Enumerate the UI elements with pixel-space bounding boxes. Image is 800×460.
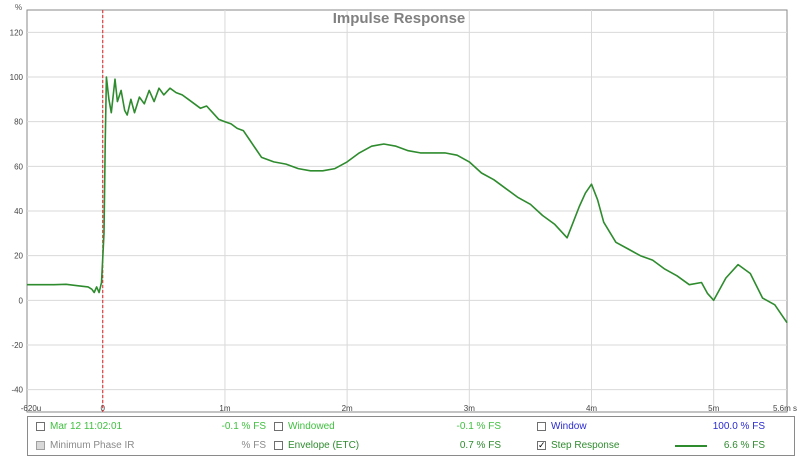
legend-checkbox[interactable] [537,422,546,431]
legend-line-sample [675,445,707,447]
y-tick-label: 120 [10,28,24,37]
legend-value: -0.1 % FS [221,421,266,432]
y-tick-label: 40 [14,207,23,216]
legend-item-mar-12[interactable]: Mar 12 11:02:01 -0.1 % FS [36,419,266,435]
legend-label: Minimum Phase IR [50,440,135,451]
legend-item-window[interactable]: Window 100.0 % FS [537,419,789,435]
legend-checkbox[interactable] [36,422,45,431]
legend-panel: Mar 12 11:02:01 -0.1 % FS Windowed -0.1 … [27,416,795,456]
chart-title: Impulse Response [333,10,466,27]
legend-value: 6.6 % FS [723,440,765,451]
legend-checkbox[interactable] [274,422,283,431]
legend-item-step-response[interactable]: ✓ Step Response 6.6 % FS [537,438,789,454]
x-tick-label: 5.6m s [773,404,797,413]
y-tick-label: 100 [10,73,24,82]
y-tick-label: -20 [11,341,23,350]
legend-item-minimum-phase-ir[interactable]: Minimum Phase IR % FS [36,438,266,454]
legend-checkbox[interactable]: ✓ [537,440,546,450]
x-tick-label: -620u [21,404,41,413]
legend-label: Mar 12 11:02:01 [50,421,123,432]
x-tick-label: 2m [342,404,353,413]
x-tick-label: 3m [464,404,475,413]
y-tick-label: 80 [14,118,23,127]
legend-label: Window [551,421,587,432]
legend-checkbox[interactable] [36,441,45,450]
legend-value: 0.7 % FS [459,440,501,451]
legend-value: % FS [241,440,266,451]
legend-label: Windowed [288,421,335,432]
y-tick-label: 0 [19,296,24,305]
legend-checkbox[interactable] [274,441,283,450]
legend-label: Step Response [551,440,620,451]
x-tick-label: 0 [101,404,106,413]
impulse-response-chart[interactable]: 120 100 80 60 40 20 0 -20 -40 -620u 0 1m 2m 3m 4m 5m 5.… [0,0,800,416]
y-tick-label: -40 [11,386,23,395]
y-unit-label: % [15,3,22,12]
y-tick-label: 20 [14,252,23,261]
x-tick-label: 5m [708,404,719,413]
legend-item-envelope-etc[interactable]: Envelope (ETC) 0.7 % FS [274,438,524,454]
x-tick-label: 4m [586,404,597,413]
legend-label: Envelope (ETC) [288,440,360,451]
x-tick-label: 1m [219,404,230,413]
series-step-response-line [27,76,788,324]
legend-item-windowed[interactable]: Windowed -0.1 % FS [274,419,524,435]
y-tick-label: 60 [14,162,23,171]
legend-value: 100.0 % FS [712,421,765,432]
legend-value: -0.1 % FS [456,421,501,432]
